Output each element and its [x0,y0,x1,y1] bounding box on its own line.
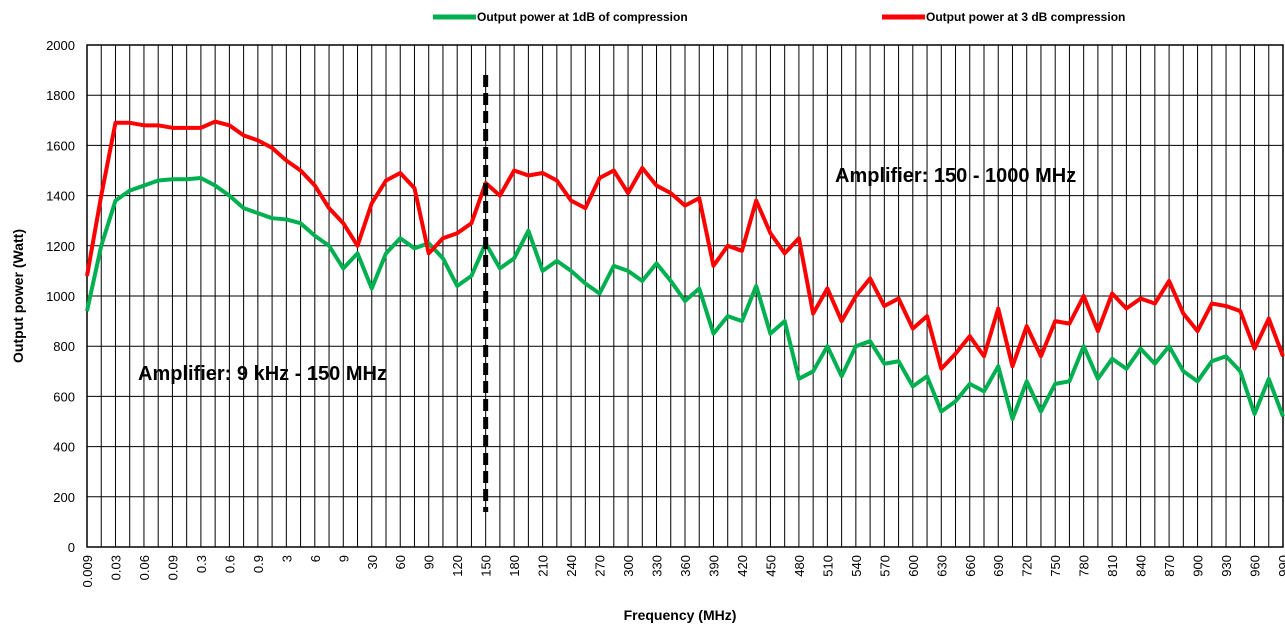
y-tick-label: 800 [53,339,75,354]
x-tick-label: 300 [621,555,636,577]
x-tick-label: 3 [279,555,294,562]
annotation: Amplifier: 9 kHz - 150 MHz [138,363,387,385]
y-tick-label: 1600 [46,138,75,153]
x-tick-label: 120 [450,555,465,577]
x-tick-label: 9 [336,555,351,562]
x-tick-label: 780 [1077,555,1092,577]
x-tick-label: 690 [991,555,1006,577]
x-tick-label: 0.3 [194,555,209,573]
y-tick-label: 0 [68,540,75,555]
x-tick-label: 150 [479,555,494,577]
y-tick-label: 1000 [46,289,75,304]
x-tick-label: 720 [1020,555,1035,577]
y-tick-label: 600 [53,389,75,404]
x-tick-label: 330 [650,555,665,577]
legend-label: Output power at 3 dB compression [926,10,1125,24]
plot-border [86,44,1284,548]
y-tick-label: 400 [53,440,75,455]
x-tick-label: 210 [536,555,551,577]
x-tick-label: 60 [393,555,408,569]
x-tick-label: 630 [934,555,949,577]
x-tick-label: 0.09 [165,555,180,580]
x-tick-label: 750 [1048,555,1063,577]
x-axis-title: Frequency (MHz) [624,607,737,623]
x-tick-label: 600 [906,555,921,577]
x-tick-label: 570 [877,555,892,577]
x-tick-label: 0.009 [80,555,95,588]
x-tick-label: 90 [422,555,437,569]
x-tick-label: 180 [507,555,522,577]
x-tick-label: 480 [792,555,807,577]
x-tick-label: 240 [564,555,579,577]
x-tick-label: 960 [1248,555,1263,577]
x-tick-label: 810 [1105,555,1120,577]
x-tick-label: 0.6 [222,555,237,573]
y-tick-label: 1200 [46,239,75,254]
x-tick-label: 660 [963,555,978,577]
x-tick-label: 900 [1191,555,1206,577]
y-tick-label: 2000 [46,38,75,53]
data-line [85,176,1285,421]
x-tick-label: 6 [308,555,323,562]
data-line [85,119,1285,371]
x-tick-label: 0.9 [251,555,266,573]
y-axis-title: Output power (Watt) [10,229,26,363]
x-tick-label: 420 [735,555,750,577]
y-tick-label: 200 [53,490,75,505]
x-tick-label: 510 [820,555,835,577]
y-tick-label: 1800 [46,88,75,103]
x-tick-label: 840 [1134,555,1149,577]
x-tick-label: 450 [763,555,778,577]
x-tick-label: 0.03 [108,555,123,580]
x-tick-label: 930 [1219,555,1234,577]
x-tick-label: 270 [593,555,608,577]
annotation: Amplifier: 150 - 1000 MHz [835,165,1076,187]
x-tick-label: 540 [849,555,864,577]
x-tick-label: 360 [678,555,693,577]
y-tick-label: 1400 [46,189,75,204]
x-tick-label: 990 [1276,555,1285,577]
x-tick-label: 30 [365,555,380,569]
x-tick-label: 870 [1162,555,1177,577]
x-tick-label: 0.06 [137,555,152,580]
legend-label: Output power at 1dB of compression [477,10,688,24]
x-tick-label: 390 [706,555,721,577]
